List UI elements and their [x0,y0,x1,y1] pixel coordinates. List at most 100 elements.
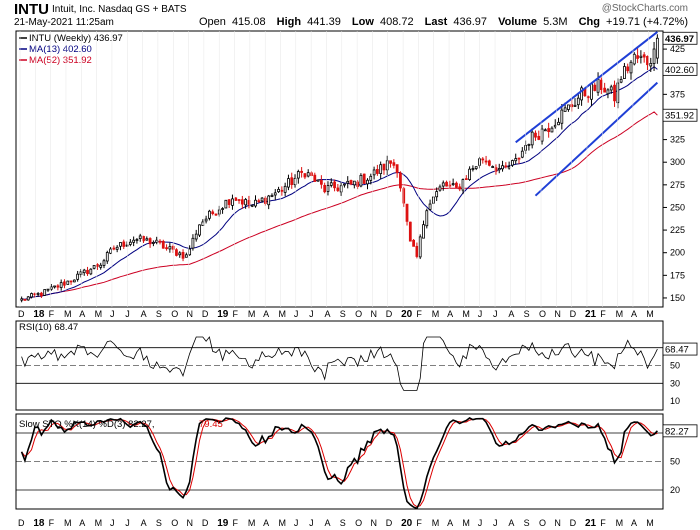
x-month-label: S [524,309,530,319]
candle [287,174,290,191]
candle [43,289,47,296]
x-month-label-bottom: O [539,518,546,528]
candle [636,47,639,64]
candle [425,208,429,229]
candle-body [63,281,66,286]
candle-body [26,296,30,301]
candle [49,283,53,291]
candle [369,173,373,185]
symbol: INTU [14,1,49,18]
candle [336,184,340,193]
candle [323,182,327,194]
candle [626,63,630,74]
candle-body [244,199,248,206]
candle-body [46,288,50,291]
x-month-label: M [616,309,624,319]
candle-body [306,172,310,177]
candle [379,161,383,179]
candle-body [642,54,646,58]
candle-body [66,280,70,285]
candle-body [145,238,149,241]
candle [573,98,577,107]
candle-body [504,165,508,168]
candle-body [468,168,471,180]
candle [497,163,501,174]
candle [152,240,155,247]
candle [372,166,376,180]
x-month-label: O [355,309,362,319]
candle [642,52,646,63]
candle [112,245,116,251]
candle-body [606,89,610,95]
candle-body [257,200,261,203]
candle-body [596,78,600,93]
candle [527,143,531,151]
candle-body [626,66,630,72]
last-value: 436.97 [453,16,488,28]
candle [405,203,409,226]
x-month-label-bottom: F [416,518,422,528]
candle-body [461,179,465,191]
price-tag-box [662,108,698,122]
candle [422,220,425,239]
candle-body [455,182,458,188]
candle [36,292,40,297]
candle-body [527,144,531,146]
candle-body [227,199,231,205]
candle-body [86,269,89,275]
candle-body [273,192,277,196]
candle-body [553,124,557,128]
candle [319,175,323,189]
candle-body [547,128,551,132]
candle [20,296,24,303]
candle-body [349,180,353,185]
candle-body [369,175,373,181]
candle [408,221,412,242]
candle-body [655,37,659,59]
candle [306,169,310,178]
x-month-label-bottom: F [600,518,606,528]
candle [501,160,504,172]
candle [109,247,112,255]
candle-body [267,195,271,206]
x-month-label: A [324,309,330,319]
candle-body [208,210,211,219]
price-legend-entry: INTU (Weekly) 436.97 [29,33,123,44]
candle [76,270,80,282]
candle [260,196,264,203]
candle-body [201,221,205,226]
x-month-label: D [202,309,209,319]
candle [105,250,109,264]
candle [224,199,228,209]
candle [237,199,241,204]
x-month-label-bottom: A [141,518,147,528]
x-month-label-bottom: S [340,518,346,528]
volume-value: 5.3M [543,16,568,28]
candle [514,153,518,165]
candle [122,239,126,250]
ma13-line [21,65,658,300]
candle-body [481,158,485,161]
candle [613,80,616,107]
candle [474,166,478,171]
x-month-label-bottom: M [95,518,103,528]
candle [632,52,636,66]
quote-date: 21-May-2021 11:25am [14,17,114,28]
price-tick-label: 225 [670,225,685,235]
candle-body [82,269,86,274]
candle [303,173,307,180]
candle-body [138,235,142,240]
candle [300,167,304,178]
candle [623,62,626,79]
candle-body [599,79,603,91]
candle-body [135,239,139,241]
candle-body [102,260,106,266]
candle [115,245,119,253]
candle [530,128,534,149]
x-month-label-bottom: A [263,518,269,528]
candle [119,242,122,251]
candle [389,160,392,168]
candle [464,175,468,181]
x-month-label-bottom: 20 [401,518,413,529]
candle [639,50,643,64]
